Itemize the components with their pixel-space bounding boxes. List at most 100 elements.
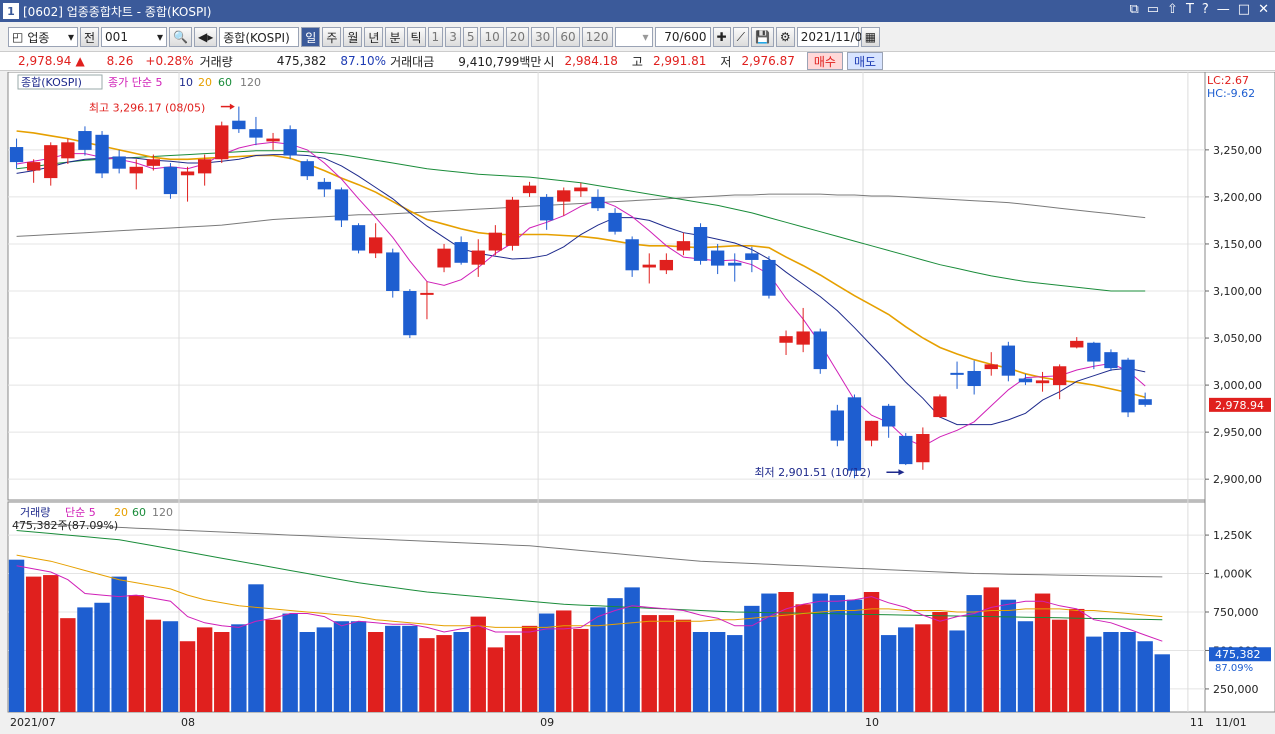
low-annotation: 최저 2,901.51 (10/12) — [754, 466, 871, 479]
restore-icon[interactable]: ⧉ — [1129, 2, 1139, 17]
volume-bar-down — [709, 632, 726, 712]
volume-bar-up — [1034, 593, 1051, 712]
volume-legend-name: 거래량 — [20, 506, 50, 519]
interval-120[interactable]: 120 — [581, 27, 613, 47]
prev-button[interactable]: 전 — [80, 27, 100, 47]
tab-period-minute[interactable]: 분 — [385, 27, 405, 47]
price-change: 8.26 — [106, 54, 134, 68]
volume-bar-down — [590, 607, 606, 712]
volume-bar-up — [25, 576, 42, 712]
volume-bar-up — [43, 575, 59, 712]
tab-period-tick[interactable]: 틱 — [406, 27, 426, 47]
candle-up — [1035, 380, 1050, 384]
volume-bar-up — [419, 638, 435, 712]
high-label: 고 — [631, 54, 643, 69]
volume-bar-up — [60, 618, 76, 712]
minimize-tile-icon[interactable]: ▭ — [1146, 2, 1160, 17]
low-arrow-head — [898, 469, 905, 476]
volume-bar-down — [231, 624, 247, 712]
x-tick-label: 11/01 — [1215, 716, 1247, 729]
buy-button[interactable]: 매수 — [806, 52, 843, 70]
candle-down — [386, 252, 400, 291]
high-value: 2,991.81 — [652, 54, 707, 68]
search-icon[interactable]: 🔍 — [169, 27, 192, 47]
sell-button[interactable]: 매도 — [846, 52, 884, 70]
candle-down — [1121, 359, 1135, 413]
tab-period-day[interactable]: 일 — [301, 27, 321, 47]
candle-up — [864, 420, 879, 441]
tab-period-year[interactable]: 년 — [364, 27, 384, 47]
code-input[interactable]: 001 ▾ — [101, 27, 168, 47]
last-price-marker — [1209, 397, 1271, 412]
interval-3[interactable]: 3 — [445, 27, 461, 47]
volume-bar-down — [692, 632, 709, 712]
maximize-icon[interactable]: □ — [1237, 2, 1251, 17]
volume-bar-down — [880, 635, 897, 712]
candle-up — [146, 159, 161, 166]
draw-line-icon[interactable]: ⟋ — [732, 27, 749, 47]
candle-down — [300, 161, 314, 177]
help-icon[interactable]: ? — [1201, 2, 1209, 17]
crosshair-icon[interactable]: ✚ — [712, 27, 731, 47]
pin-icon[interactable]: ⇧ — [1167, 2, 1178, 17]
candle-up — [916, 434, 930, 463]
low-label: 저 — [720, 54, 732, 69]
volume-bar-down — [846, 599, 863, 712]
volume-bar-up — [658, 615, 675, 712]
interval-30[interactable]: 30 — [531, 27, 555, 47]
candle-up — [420, 292, 434, 295]
volume-bar-up — [795, 604, 811, 712]
amount-value: 9,410,799백만 — [458, 54, 542, 69]
window-title: [0602] 업종종합차트 - 종합(KOSPI) — [23, 4, 212, 19]
volume-bar-up — [265, 619, 281, 712]
last-volume-marker — [1209, 647, 1271, 662]
volume-bar-up — [863, 592, 880, 712]
volume-bar-down — [350, 621, 367, 712]
open-label: 시 — [543, 54, 555, 69]
volume-bar-down — [248, 584, 264, 712]
price-change-pct: +0.28% — [145, 54, 194, 68]
gear-icon[interactable]: ⚙ — [775, 27, 795, 47]
volume-bar-up — [214, 632, 230, 712]
interval-5[interactable]: 5 — [462, 27, 479, 47]
interval-20[interactable]: 20 — [505, 27, 530, 47]
candle-up — [574, 187, 588, 192]
current-price: 2,978.94 — [18, 54, 72, 68]
interval-10[interactable]: 10 — [480, 27, 504, 47]
price-tick-label: 3,250,00 — [1213, 144, 1262, 157]
interval-1[interactable]: 1 — [427, 27, 444, 47]
lc-label: LC:2.67 — [1207, 74, 1249, 87]
minimize-icon[interactable]: — — [1216, 2, 1230, 17]
price-panel — [7, 72, 1206, 501]
calendar-icon[interactable]: ▦ — [860, 27, 881, 47]
candle-up — [505, 199, 520, 246]
hc-label: HC:-9.62 — [1207, 87, 1255, 100]
market-select[interactable]: ◰ 업종 ▾ — [8, 27, 78, 47]
volume-bar-down — [333, 621, 350, 712]
volume-bar-down — [744, 605, 760, 712]
date-field[interactable]: 2021/11/01 — [796, 27, 870, 47]
chart-area[interactable]: 2,900,00 2,950,00 3,000,00 3,050,00 3,100,00… — [0, 72, 1275, 734]
volume-pct: 87.10% — [340, 54, 387, 68]
sound-icon[interactable]: ◀▸ — [194, 27, 218, 47]
candle-up — [215, 125, 229, 160]
volume-bar-down — [385, 625, 401, 712]
interval-custom-input[interactable]: ▾ — [614, 27, 653, 47]
save-icon[interactable]: 💾 — [750, 27, 774, 47]
volume-legend-ma20: 20 — [114, 506, 128, 519]
candle-up — [180, 171, 195, 176]
volume-bar-down — [727, 635, 743, 712]
candle-up — [129, 166, 143, 174]
interval-60[interactable]: 60 — [556, 27, 580, 47]
volume-bar-up — [487, 647, 504, 712]
count-field[interactable]: 70 /600 — [654, 27, 711, 47]
volume-bar-up — [573, 628, 589, 712]
font-icon[interactable]: T — [1185, 2, 1194, 17]
volume-bar-down — [1000, 599, 1017, 712]
chevron-down-icon: ▾ — [67, 30, 74, 44]
volume-bar-down — [1086, 636, 1102, 712]
volume-bar-down — [1120, 632, 1136, 712]
tab-period-week[interactable]: 주 — [322, 27, 342, 47]
tab-period-month[interactable]: 월 — [343, 27, 363, 47]
close-icon[interactable]: ✕ — [1258, 2, 1269, 17]
